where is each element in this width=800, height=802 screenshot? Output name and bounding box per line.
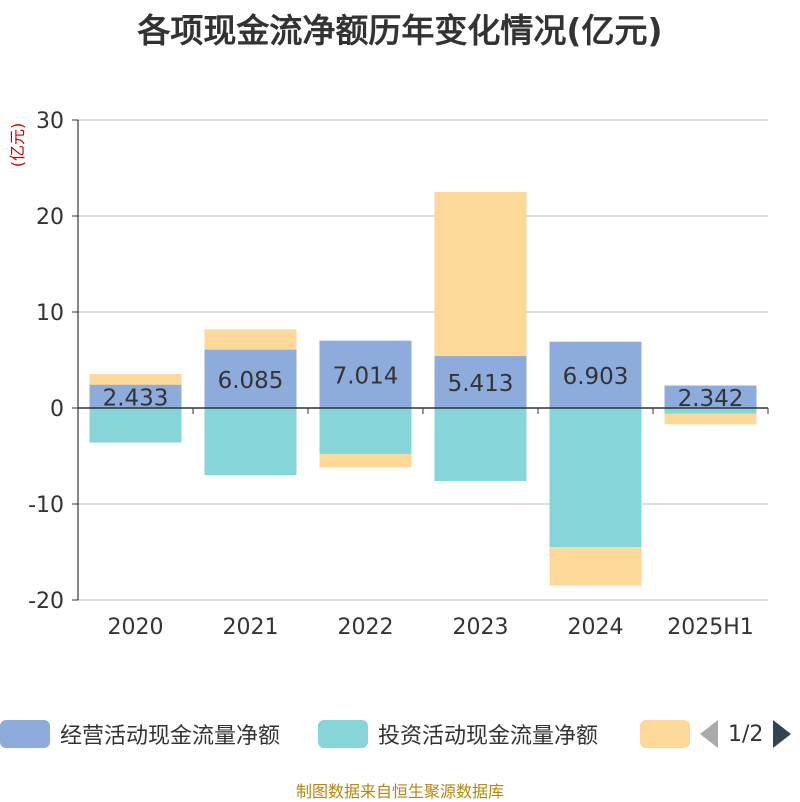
y-axis-label: (亿元): [8, 123, 27, 168]
legend-label: 投资活动现金流量净额: [378, 724, 599, 749]
bar-group: [89, 191, 757, 586]
grid-lines: [78, 119, 768, 601]
legend-swatch: [640, 720, 690, 748]
y-tick-label: 20: [36, 205, 64, 230]
bar-2025H1-s1: [664, 408, 757, 414]
legend-item-0[interactable]: 经营活动现金流量净额: [0, 716, 280, 752]
pager-text: 1/2: [728, 721, 764, 747]
legend-swatch: [0, 720, 50, 748]
bar-2024-s1: [549, 408, 642, 548]
legend-pager: 1/2: [700, 718, 792, 750]
bar-2025H1-s0: [664, 385, 757, 408]
y-tick-label: 30: [36, 109, 64, 134]
y-tick-label: -20: [28, 589, 64, 614]
bar-2021-s1: [204, 408, 297, 476]
bar-2023-s0: [434, 356, 527, 408]
x-tick-label: 2020: [108, 615, 164, 640]
bar-2022-s2: [319, 454, 412, 468]
pager-next-icon[interactable]: [773, 720, 792, 748]
data-label-2025H1: 2.342: [678, 386, 744, 412]
data-labels: 2.433 6.085 7.014 5.413 6.903 2.342: [103, 363, 744, 411]
x-tick-label: 2023: [453, 615, 509, 640]
legend-label: 经营活动现金流量净额: [60, 724, 281, 749]
y-tick-label: 0: [50, 397, 64, 422]
data-label-2021: 6.085: [218, 368, 284, 394]
bar-2022-s1: [319, 408, 412, 455]
bar-2024-s2: [549, 547, 642, 586]
bar-2021-s0: [204, 349, 297, 408]
chart-title: 各项现金流净额历年变化情况(亿元): [137, 11, 663, 50]
y-tick-label: -10: [28, 493, 64, 518]
legend-item-2[interactable]: [640, 716, 700, 752]
source-note: 制图数据来自恒生聚源数据库: [295, 782, 504, 801]
x-tick-label: 2025H1: [667, 615, 754, 640]
x-tick-label: 2022: [338, 615, 394, 640]
y-tick-label: 10: [36, 301, 64, 326]
x-tick-label: 2021: [223, 615, 279, 640]
x-tick-label: 2024: [568, 615, 624, 640]
pager-prev-icon[interactable]: [700, 720, 718, 748]
bar-2023-s2: [434, 191, 527, 357]
data-label-2024: 6.903: [563, 364, 629, 390]
bar-2021-s2: [204, 329, 297, 350]
legend-item-1[interactable]: 投资活动现金流量净额: [318, 716, 598, 752]
legend: 经营活动现金流量净额 投资活动现金流量净额: [0, 716, 800, 756]
bar-2020-s1: [89, 408, 182, 443]
bar-2024-s0: [549, 341, 642, 408]
axes: -20 -10 0 10 20 30 2020 2021 2022 2023 2024 2025H1: [28, 109, 769, 640]
bar-2020-s2: [89, 374, 182, 385]
data-label-2020: 2.433: [103, 385, 169, 411]
legend-swatch: [318, 720, 368, 748]
data-label-2023: 5.413: [448, 371, 514, 397]
bar-2020-s0: [89, 384, 182, 408]
bar-2025H1-s2: [664, 413, 757, 425]
data-label-2022: 7.014: [333, 363, 399, 389]
bar-2022-s0: [319, 340, 412, 408]
bar-2023-s1: [434, 408, 527, 481]
